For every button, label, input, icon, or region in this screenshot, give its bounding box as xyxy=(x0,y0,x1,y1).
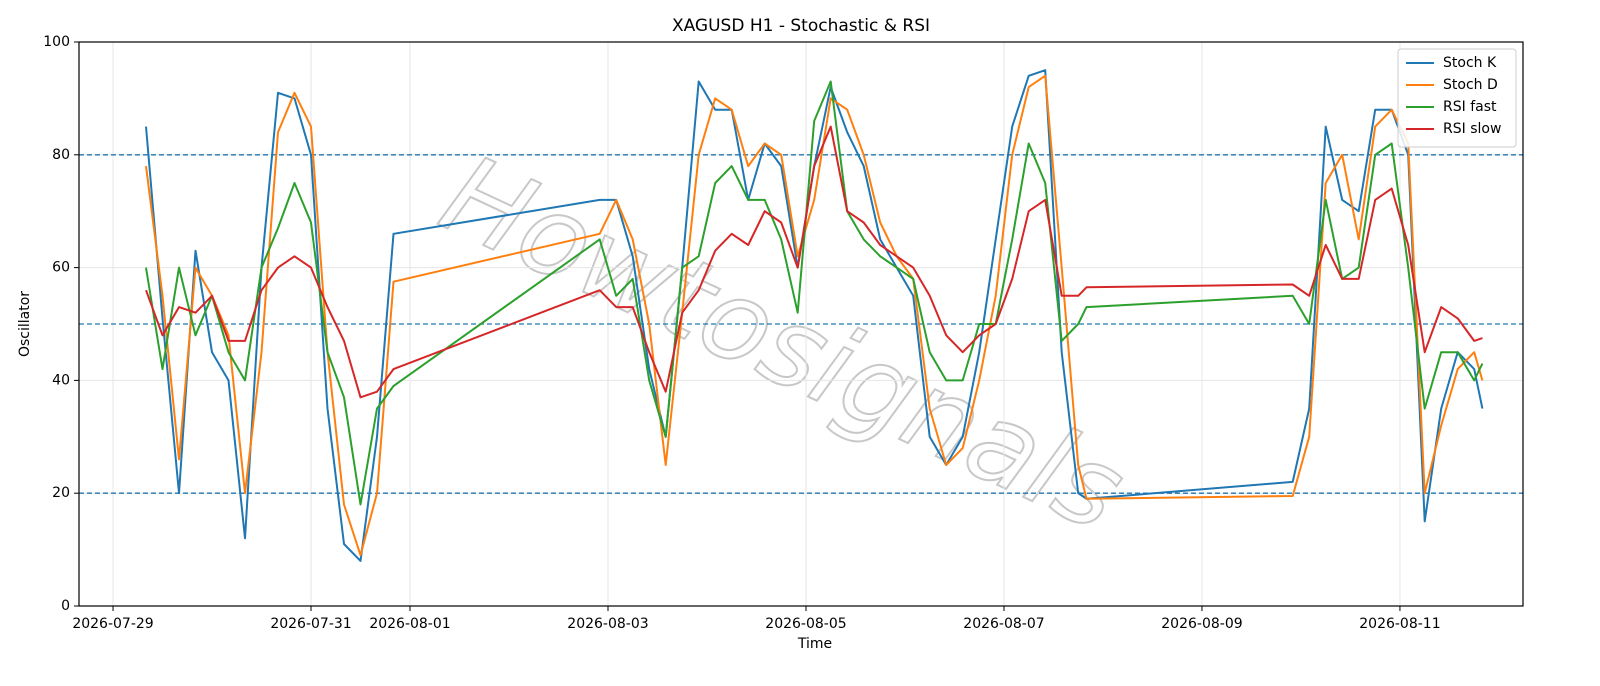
series-line xyxy=(145,69,1484,562)
x-tick-label: 2026-08-09 xyxy=(1161,616,1242,632)
x-tick-label: 2026-08-11 xyxy=(1359,616,1440,632)
legend-label: Stoch D xyxy=(1443,77,1498,93)
x-tick-label: 2026-08-01 xyxy=(369,616,450,632)
legend-label: RSI fast xyxy=(1443,99,1497,115)
plot-frame xyxy=(78,41,1524,607)
x-tick-label: 2026-08-07 xyxy=(963,616,1044,632)
series-line xyxy=(145,74,1484,557)
x-tick-label: 2026-08-05 xyxy=(765,616,846,632)
y-tick-label: 0 xyxy=(61,598,70,614)
legend: Stoch K Stoch D RSI fast RSI slow xyxy=(1397,48,1517,148)
x-axis-label: Time xyxy=(797,636,832,652)
x-tick-label: 2026-08-03 xyxy=(567,616,648,632)
legend-label: Stoch K xyxy=(1443,55,1497,71)
series-line xyxy=(145,125,1483,399)
legend-label: RSI slow xyxy=(1443,121,1501,137)
legend-box xyxy=(1397,48,1517,148)
y-tick-label: 40 xyxy=(52,372,70,388)
series-line xyxy=(145,80,1484,506)
watermark: Howtosignals xyxy=(424,130,1143,556)
chart-title: XAGUSD H1 - Stochastic & RSI xyxy=(672,16,930,36)
y-tick-label: 100 xyxy=(43,34,70,50)
y-tick-label: 80 xyxy=(52,147,70,163)
x-tick-label: 2026-07-29 xyxy=(72,616,153,632)
y-tick-label: 20 xyxy=(52,485,70,501)
x-tick-label: 2026-07-31 xyxy=(270,616,351,632)
y-axis-label: Oscillator xyxy=(17,291,33,357)
y-tick-label: 60 xyxy=(52,260,70,276)
